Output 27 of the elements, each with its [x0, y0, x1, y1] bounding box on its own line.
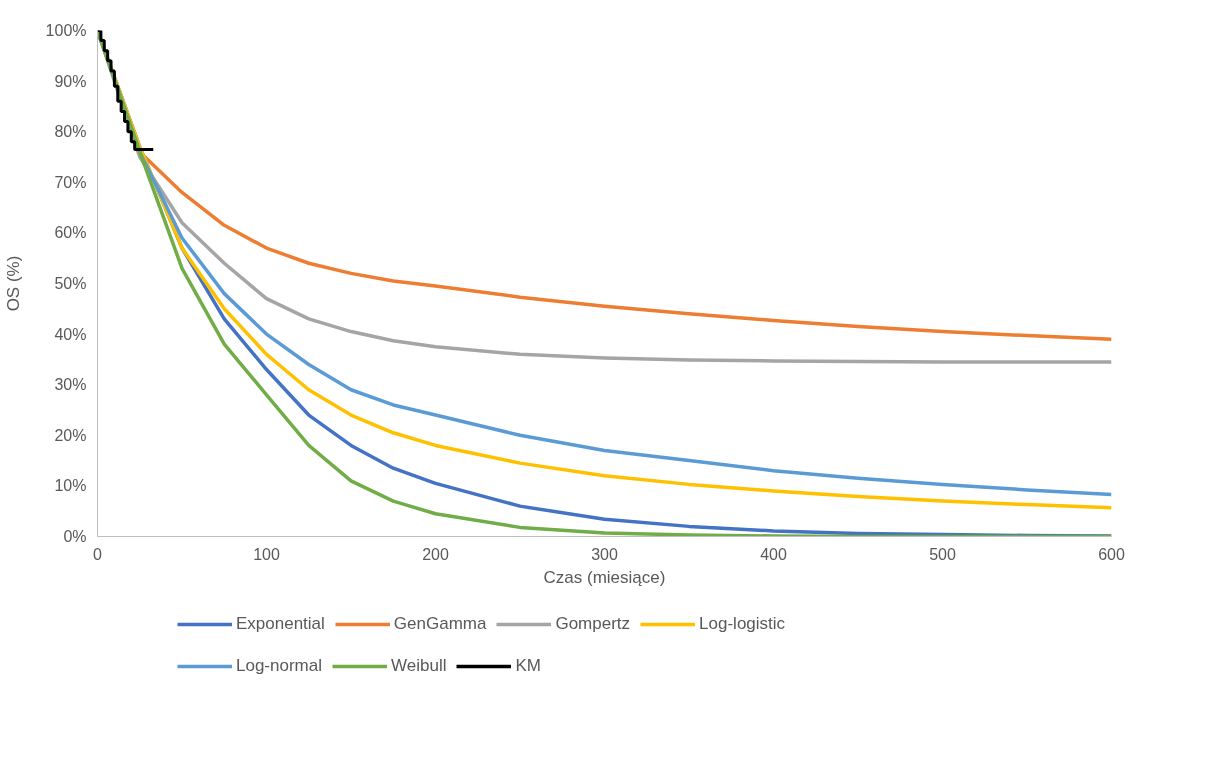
y-tick-label: 30%	[54, 376, 87, 394]
y-axis-title: OS (%)	[3, 255, 23, 312]
x-tick-label: 500	[929, 545, 956, 563]
x-tick-label: 100	[253, 545, 280, 563]
x-axis-title: Czas (miesiące)	[543, 567, 666, 587]
x-tick-label: 200	[422, 545, 449, 563]
legend-label: Log-normal	[236, 656, 322, 676]
x-tick-label: 600	[1098, 545, 1125, 563]
y-tick-label: 100%	[45, 22, 87, 39]
y-tick-label: 20%	[54, 426, 87, 444]
y-tick-label: 10%	[54, 477, 87, 495]
y-tick-label: 60%	[54, 224, 87, 242]
y-tick-label: 0%	[63, 528, 87, 545]
y-tick-label: 40%	[54, 325, 87, 343]
y-tick-label: 90%	[54, 72, 87, 90]
y-tick-label: 50%	[54, 275, 87, 292]
y-tick-label: 70%	[54, 173, 87, 191]
y-tick-label: 80%	[54, 123, 87, 141]
legend-label: Gompertz	[555, 614, 631, 634]
legend-label: Weibull	[391, 656, 447, 676]
x-tick-label: 0	[93, 545, 103, 563]
x-tick-label: 400	[760, 545, 787, 563]
x-tick-label: 300	[591, 545, 618, 563]
legend-label: KM	[515, 656, 541, 676]
legend-label: GenGamma	[393, 614, 487, 634]
legend-label: Log-logistic	[699, 614, 786, 634]
legend-label: Exponential	[236, 614, 325, 634]
